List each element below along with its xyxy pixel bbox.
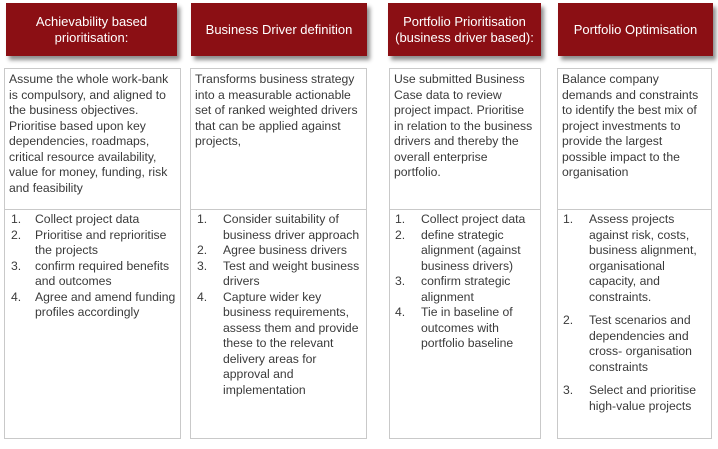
steps-list: 1. Collect project data 2. Prioritise and … xyxy=(11,212,176,321)
list-item: 1. Collect project data xyxy=(11,212,140,226)
list-item: 2. define strategic alignment (against bu… xyxy=(395,227,521,273)
column-description-box: Use submitted Business Case data to revi… xyxy=(389,68,541,210)
column-steps-box: 1. Collect project data 2. Prioritise and … xyxy=(4,210,181,439)
column-portfolio-optimisation: Portfolio Optimisation Balance company d… xyxy=(557,0,713,449)
column-description-text: Balance company demands and constraints … xyxy=(562,72,699,179)
column-business-driver: Business Driver definition Transforms bu… xyxy=(190,0,367,449)
column-header: Portfolio Prioritisation (business drive… xyxy=(388,3,541,56)
column-description-text: Assume the whole work-bank is compulsory… xyxy=(9,72,169,195)
list-item: 2. Agree business drivers xyxy=(197,243,347,257)
column-header-text: Portfolio Optimisation xyxy=(573,21,698,37)
list-item: 3. confirm strategic alignment xyxy=(395,274,511,304)
list-item: 1. Consider suitability of business drive… xyxy=(197,212,360,242)
column-description-box: Transforms business strategy into a meas… xyxy=(190,68,367,210)
steps-list: 1. Collect project data 2. define strategi… xyxy=(395,212,536,352)
column-header: Portfolio Optimisation xyxy=(558,3,713,56)
list-item: 3. confirm required benefits and outcomes xyxy=(11,258,170,289)
column-steps-box: 1. Collect project data 2. define strategi… xyxy=(389,210,541,439)
steps-list: 1. Assess projects against risk, costs, b… xyxy=(563,212,707,414)
column-description-text: Transforms business strategy into a meas… xyxy=(195,72,358,148)
column-steps-box: 1. Assess projects against risk, costs, b… xyxy=(557,210,712,439)
list-item: 1. Assess projects against risk, costs, b… xyxy=(563,212,697,304)
list-item: 4. Capture wider key business requirement… xyxy=(197,289,359,397)
list-item: 2. Test scenarios and dependencies and cr… xyxy=(563,313,692,374)
column-header-text: Portfolio Prioritisation (business drive… xyxy=(395,13,534,45)
column-description-box: Balance company demands and constraints … xyxy=(557,68,712,210)
column-header-text: Achievability based prioritisation: xyxy=(35,13,148,45)
list-item: 1. Collect project data xyxy=(395,212,526,226)
list-item: 3. Test and weight business drivers xyxy=(197,258,360,289)
column-description-box: Assume the whole work-bank is compulsory… xyxy=(4,68,181,210)
steps-list: 1. Consider suitability of business drive… xyxy=(197,212,362,398)
list-item: 4. Agree and amend funding profiles accor… xyxy=(11,289,176,320)
list-item: 2. Prioritise and reprioritise the projec… xyxy=(11,227,167,258)
list-item: 4. Tie in baseline of outcomes with portf… xyxy=(395,305,514,350)
column-steps-box: 1. Consider suitability of business drive… xyxy=(190,210,367,439)
column-header-text: Business Driver definition xyxy=(205,21,353,37)
list-item: 3. Select and prioritise high-value proje… xyxy=(563,383,697,413)
column-portfolio-prioritisation: Portfolio Prioritisation (business drive… xyxy=(388,0,541,449)
column-achievability: Achievability based prioritisation: Assu… xyxy=(4,0,181,449)
column-header: Business Driver definition xyxy=(191,3,367,56)
column-header: Achievability based prioritisation: xyxy=(6,3,177,56)
column-description-text: Use submitted Business Case data to revi… xyxy=(394,72,533,179)
